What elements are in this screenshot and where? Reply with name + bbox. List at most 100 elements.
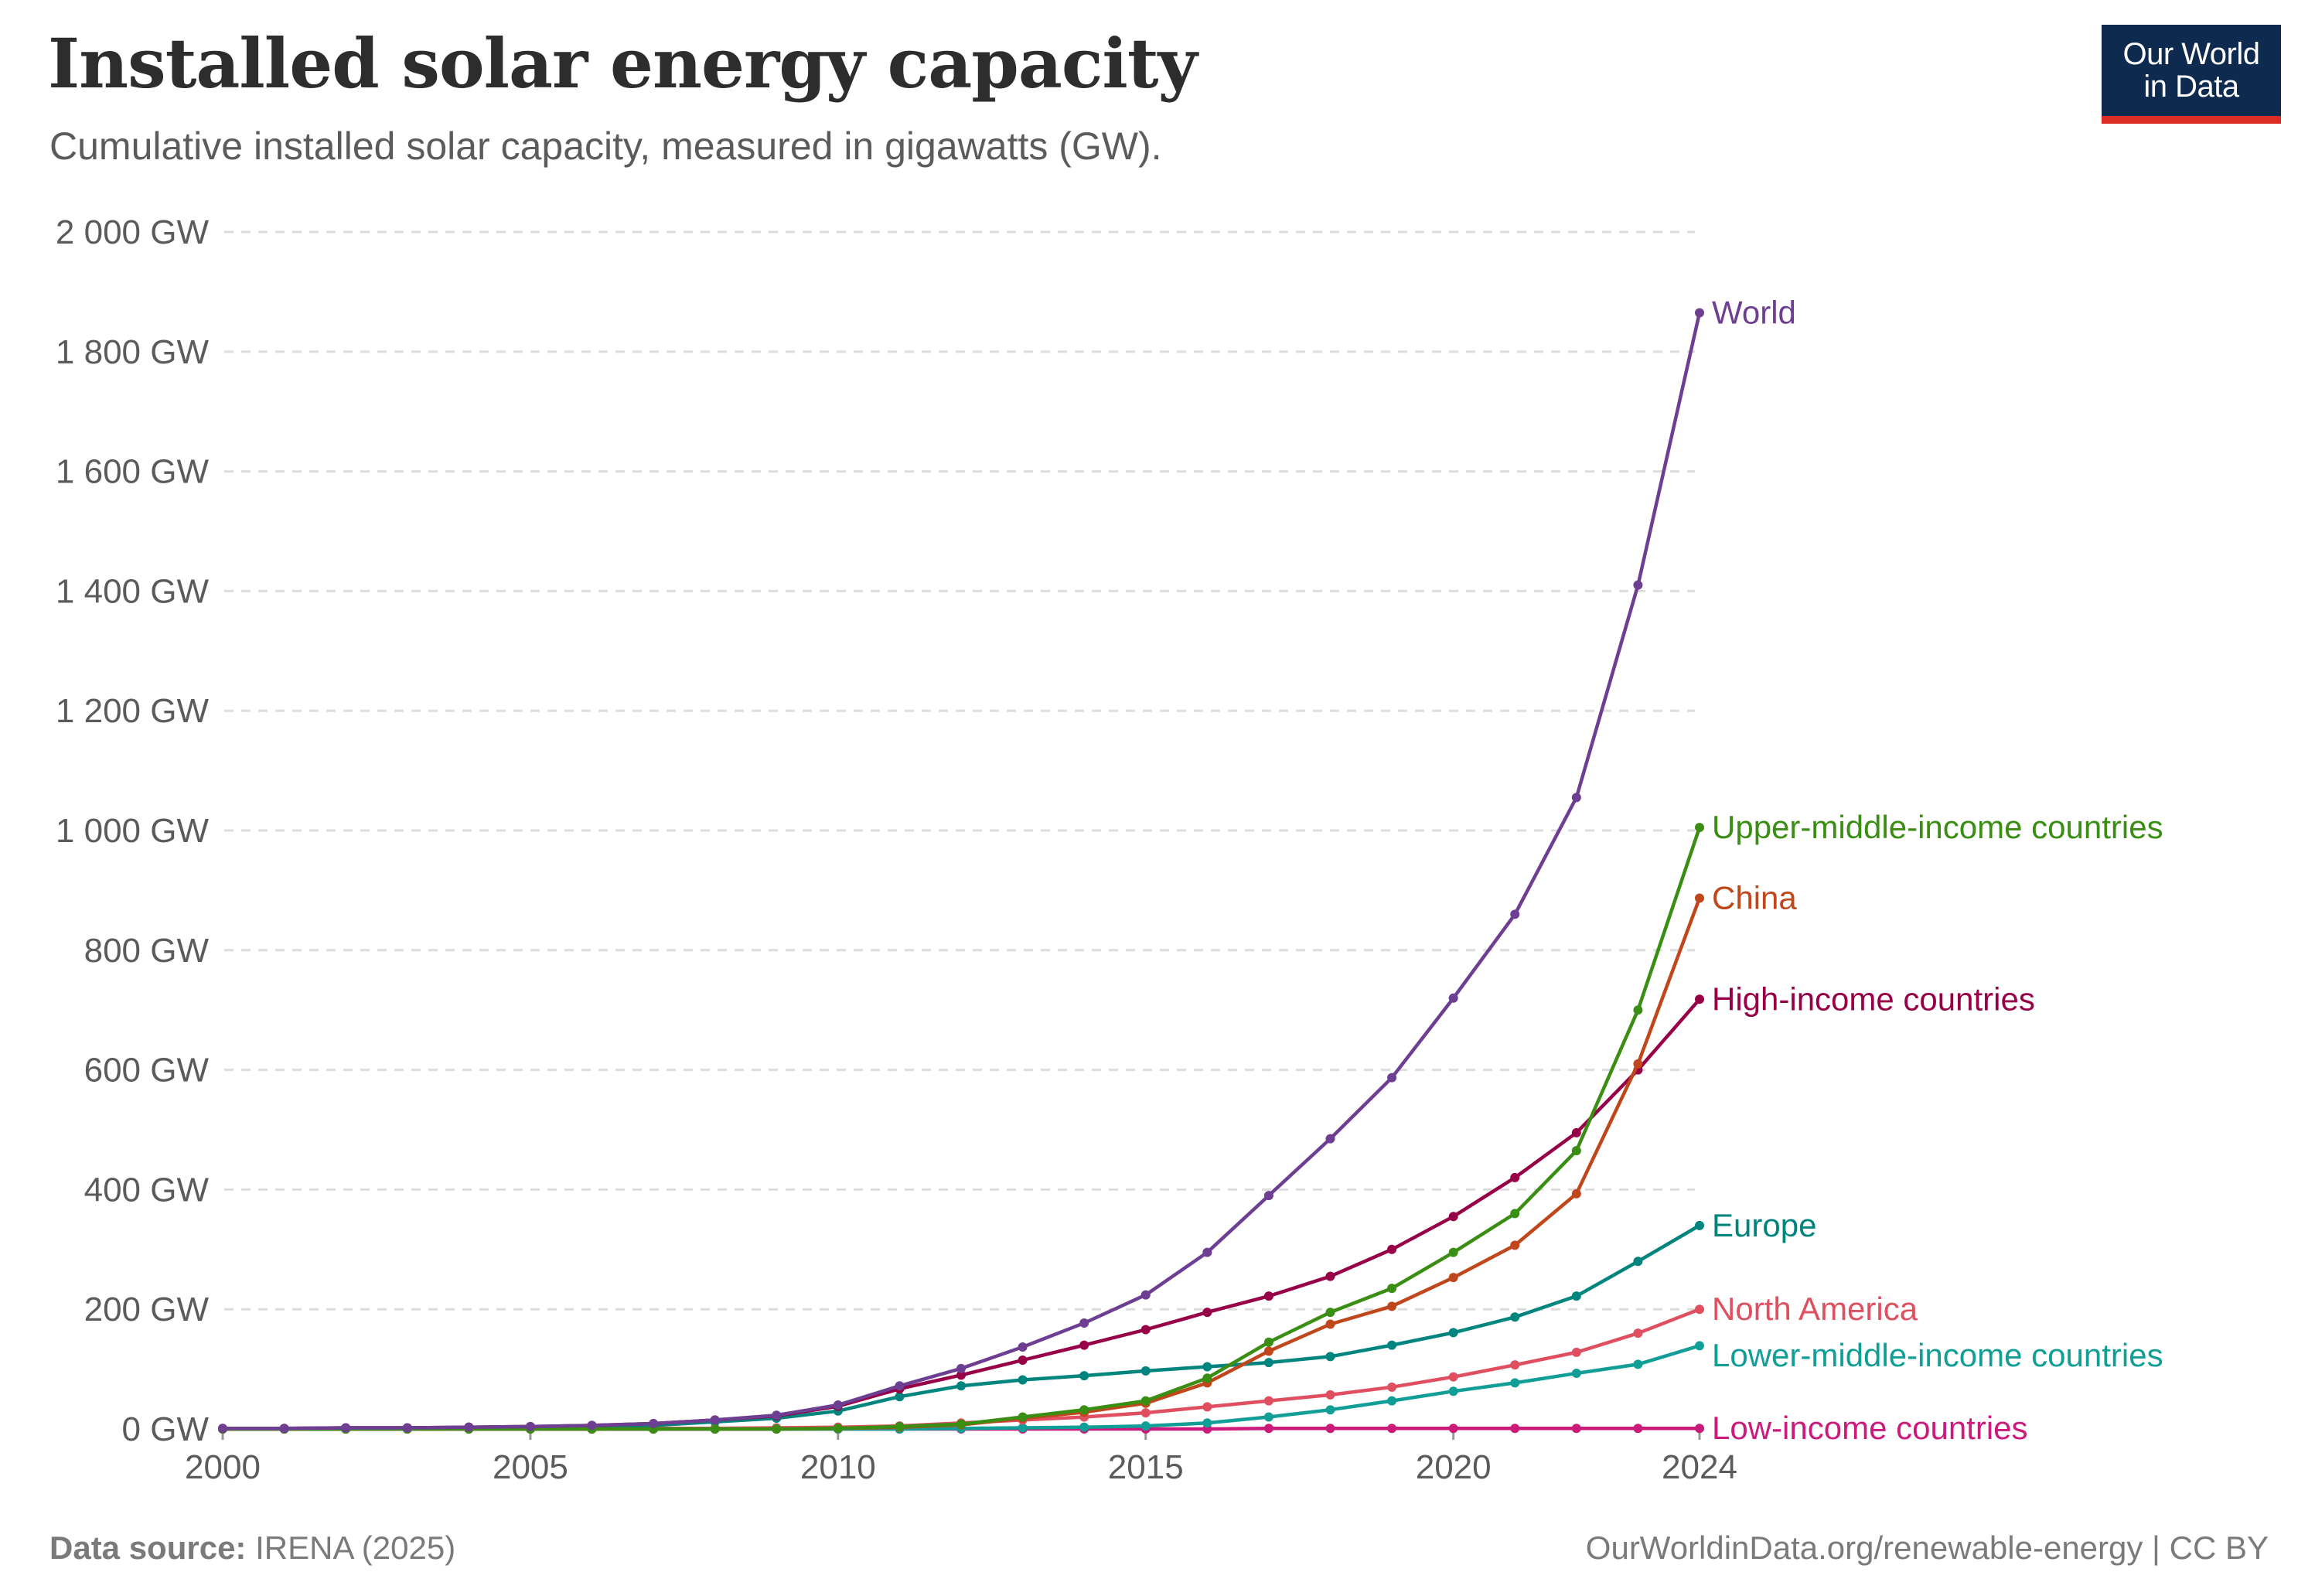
- data-point[interactable]: [1325, 1390, 1335, 1400]
- data-point[interactable]: [1448, 1372, 1458, 1382]
- data-point[interactable]: [1325, 1352, 1335, 1362]
- series-line[interactable]: [223, 897, 1702, 1431]
- data-point[interactable]: [1387, 1340, 1397, 1350]
- data-point[interactable]: [1571, 1127, 1581, 1137]
- data-point[interactable]: [341, 1423, 351, 1433]
- data-point[interactable]: [1571, 1291, 1581, 1301]
- data-point[interactable]: [1140, 1421, 1151, 1431]
- owid-logo[interactable]: Our World in Data: [2102, 25, 2281, 124]
- series-label[interactable]: High-income countries: [1712, 980, 2035, 1017]
- data-point[interactable]: [1325, 1308, 1335, 1318]
- data-point[interactable]: [1448, 1212, 1458, 1222]
- data-point[interactable]: [1263, 1396, 1273, 1406]
- data-point[interactable]: [1448, 1247, 1458, 1257]
- data-point[interactable]: [1018, 1412, 1028, 1422]
- data-point[interactable]: [1571, 1369, 1581, 1379]
- data-point[interactable]: [1510, 1172, 1520, 1182]
- data-point[interactable]: [1571, 1424, 1581, 1434]
- data-point[interactable]: [1202, 1373, 1212, 1383]
- series-label[interactable]: North America: [1712, 1291, 1918, 1327]
- data-point[interactable]: [1202, 1362, 1212, 1372]
- data-point[interactable]: [1140, 1408, 1151, 1418]
- series-line[interactable]: [223, 312, 1702, 1431]
- data-point[interactable]: [1387, 1424, 1397, 1434]
- data-point[interactable]: [895, 1381, 905, 1391]
- data-point[interactable]: [464, 1422, 474, 1432]
- data-point[interactable]: [956, 1363, 966, 1373]
- data-point[interactable]: [956, 1370, 966, 1380]
- data-point[interactable]: [1018, 1342, 1028, 1352]
- data-point[interactable]: [710, 1415, 720, 1425]
- data-point[interactable]: [1018, 1375, 1028, 1385]
- data-point[interactable]: [1325, 1271, 1335, 1281]
- data-point[interactable]: [1325, 1405, 1335, 1415]
- data-point[interactable]: [1140, 1366, 1151, 1376]
- data-point[interactable]: [1140, 1290, 1151, 1300]
- data-point[interactable]: [1263, 1337, 1273, 1347]
- data-point[interactable]: [1387, 1396, 1397, 1406]
- data-point[interactable]: [1140, 1325, 1151, 1335]
- data-point[interactable]: [1448, 1386, 1458, 1396]
- data-point[interactable]: [1263, 1291, 1273, 1301]
- data-point[interactable]: [1695, 823, 1704, 833]
- data-point[interactable]: [1633, 580, 1643, 590]
- data-point[interactable]: [1263, 1191, 1273, 1201]
- data-point[interactable]: [1263, 1412, 1273, 1422]
- data-point[interactable]: [1387, 1301, 1397, 1311]
- data-point[interactable]: [956, 1381, 966, 1391]
- data-point[interactable]: [1325, 1134, 1335, 1144]
- series-line[interactable]: [223, 1223, 1701, 1431]
- data-point[interactable]: [956, 1419, 966, 1429]
- data-point[interactable]: [1202, 1247, 1212, 1257]
- data-point[interactable]: [1263, 1358, 1273, 1368]
- data-point[interactable]: [1695, 308, 1704, 318]
- data-point[interactable]: [1079, 1340, 1089, 1350]
- series-line[interactable]: [223, 827, 1702, 1431]
- data-point[interactable]: [1079, 1422, 1089, 1432]
- data-point[interactable]: [1202, 1402, 1212, 1412]
- data-point[interactable]: [1695, 994, 1704, 1004]
- data-point[interactable]: [1325, 1319, 1335, 1329]
- data-point[interactable]: [1695, 1341, 1704, 1351]
- data-point[interactable]: [833, 1424, 843, 1434]
- data-point[interactable]: [649, 1419, 659, 1429]
- data-point[interactable]: [710, 1424, 720, 1434]
- series-label[interactable]: Low-income countries: [1712, 1410, 2028, 1446]
- data-point[interactable]: [1695, 893, 1704, 903]
- data-point[interactable]: [279, 1424, 289, 1434]
- data-point[interactable]: [1387, 1382, 1397, 1392]
- data-point[interactable]: [1633, 1005, 1643, 1015]
- data-point[interactable]: [1571, 1188, 1581, 1199]
- data-point[interactable]: [1571, 793, 1581, 803]
- series-label[interactable]: Lower-middle-income countries: [1712, 1337, 2163, 1373]
- data-point[interactable]: [1263, 1346, 1273, 1356]
- series-label[interactable]: World: [1712, 294, 1796, 330]
- data-point[interactable]: [895, 1421, 905, 1431]
- data-point[interactable]: [1633, 1359, 1643, 1369]
- series-label[interactable]: China: [1712, 879, 1797, 916]
- data-point[interactable]: [1018, 1423, 1028, 1433]
- data-point[interactable]: [218, 1424, 227, 1434]
- data-point[interactable]: [1387, 1073, 1397, 1083]
- credit-link[interactable]: OurWorldinData.org/renewable-energy | CC…: [1585, 1530, 2269, 1566]
- data-point[interactable]: [1448, 1328, 1458, 1338]
- data-point[interactable]: [1571, 1146, 1581, 1156]
- data-point[interactable]: [1079, 1318, 1089, 1328]
- data-point[interactable]: [1695, 1220, 1704, 1230]
- data-point[interactable]: [1202, 1418, 1212, 1428]
- data-point[interactable]: [895, 1392, 905, 1402]
- data-point[interactable]: [525, 1421, 535, 1431]
- data-point[interactable]: [1325, 1424, 1335, 1434]
- data-point[interactable]: [1387, 1284, 1397, 1294]
- data-point[interactable]: [1510, 1240, 1520, 1250]
- data-point[interactable]: [1510, 1312, 1520, 1322]
- data-point[interactable]: [1633, 1424, 1643, 1434]
- data-point[interactable]: [1448, 1424, 1458, 1434]
- data-point[interactable]: [1263, 1424, 1273, 1434]
- data-point[interactable]: [772, 1410, 782, 1420]
- data-point[interactable]: [772, 1424, 782, 1434]
- data-point[interactable]: [1510, 909, 1520, 919]
- data-point[interactable]: [402, 1423, 412, 1433]
- data-point[interactable]: [833, 1400, 843, 1410]
- data-point[interactable]: [1079, 1371, 1089, 1381]
